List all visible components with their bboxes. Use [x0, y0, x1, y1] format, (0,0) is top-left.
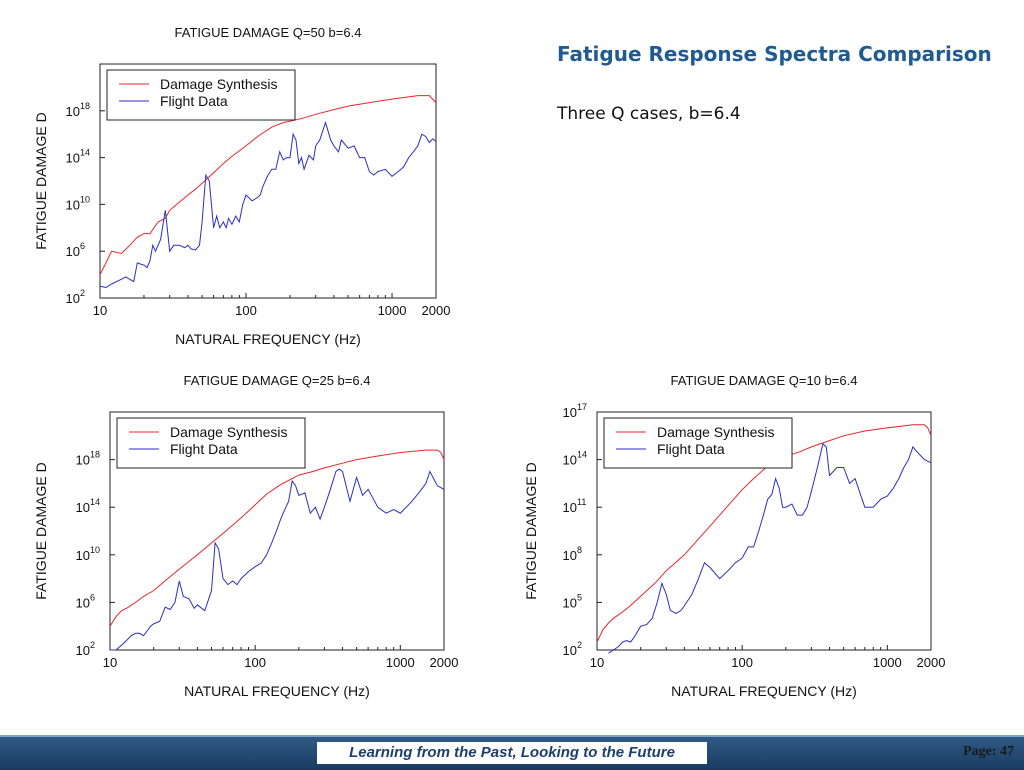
legend-box: [116, 417, 306, 469]
y-tick-exponent: 6: [80, 241, 85, 251]
x-tick-label: 1000: [386, 655, 415, 670]
flight-data-line: [110, 468, 445, 651]
x-tick-label: 2000: [422, 303, 451, 318]
slide-subtitle: Three Q cases, b=6.4: [557, 104, 741, 124]
damage-synthesis-line: [99, 95, 437, 275]
y-tick-label: 10: [563, 595, 577, 610]
footer-tagline: Learning from the Past, Looking to the F…: [317, 742, 707, 764]
legend-label: Flight Data: [160, 93, 228, 109]
x-tick-label: 2000: [917, 655, 946, 670]
y-tick-label: 10: [76, 500, 90, 515]
x-tick-label: 10: [103, 655, 117, 670]
y-tick-label: 10: [76, 643, 90, 658]
chart-title: FATIGUE DAMAGE Q=25 b=6.4: [184, 373, 371, 388]
y-tick-label: 10: [66, 197, 80, 212]
chart-q25: FATIGUE DAMAGE Q=25 b=6.4 10 100 1000 2000 10…: [33, 373, 459, 699]
y-axis-label: FATIGUE DAMAGE D: [523, 462, 539, 599]
plot-frame: [596, 411, 932, 651]
y-tick-label: 10: [563, 453, 577, 468]
legend-label: Damage Synthesis: [657, 424, 775, 440]
chart-q50: FATIGUE DAMAGE Q=50 b=6.4 10 100 1000 2000 10…: [33, 25, 451, 347]
y-tick-exponent: 14: [577, 450, 587, 460]
y-tick-label: 10: [76, 595, 90, 610]
y-axis-label: FATIGUE DAMAGE D: [33, 462, 49, 599]
chart-title: FATIGUE DAMAGE Q=10 b=6.4: [671, 373, 858, 388]
legend-label: Flight Data: [170, 441, 238, 457]
x-tick-label: 10: [590, 655, 604, 670]
chart-q10: FATIGUE DAMAGE Q=10 b=6.4 10 100 1000 2000 10…: [523, 373, 946, 699]
x-tick-label: 10: [93, 303, 107, 318]
y-tick-label: 10: [76, 453, 90, 468]
x-axis-label: NATURAL FREQUENCY (Hz): [671, 683, 857, 699]
chart-title: FATIGUE DAMAGE Q=50 b=6.4: [175, 25, 362, 40]
y-tick-exponent: 17: [577, 402, 587, 412]
y-tick-label: 10: [76, 548, 90, 563]
y-tick-label: 10: [66, 291, 80, 306]
x-axis-label: NATURAL FREQUENCY (Hz): [175, 331, 361, 347]
legend-label: Damage Synthesis: [160, 76, 278, 92]
x-tick-label: 1000: [378, 303, 407, 318]
y-tick-label: 10: [563, 643, 577, 658]
slide-title: Fatigue Response Spectra Comparison: [557, 42, 992, 66]
y-axis-label: FATIGUE DAMAGE D: [33, 112, 49, 249]
y-tick-label: 10: [563, 500, 577, 515]
damage-synthesis-line: [596, 424, 932, 643]
y-tick-exponent: 18: [80, 101, 90, 111]
y-tick-exponent: 14: [90, 497, 100, 507]
plot-frame: [109, 411, 445, 651]
y-tick-exponent: 5: [577, 592, 582, 602]
x-axis-label: NATURAL FREQUENCY (Hz): [184, 683, 370, 699]
y-tick-label: 10: [66, 244, 80, 259]
x-tick-label: 100: [235, 303, 257, 318]
y-tick-exponent: 2: [80, 288, 85, 298]
y-tick-label: 10: [66, 104, 80, 119]
damage-synthesis-line: [109, 449, 445, 627]
y-tick-exponent: 6: [90, 592, 95, 602]
legend-box: [603, 417, 793, 469]
flight-data-line: [99, 120, 437, 289]
footer-band: Learning from the Past, Looking to the F…: [0, 735, 1024, 770]
legend-box: [106, 69, 296, 121]
y-tick-exponent: 10: [90, 545, 100, 555]
y-tick-label: 10: [66, 151, 80, 166]
y-tick-exponent: 2: [577, 640, 582, 650]
y-tick-exponent: 18: [90, 450, 100, 460]
y-tick-exponent: 8: [577, 545, 582, 555]
x-tick-label: 100: [244, 655, 266, 670]
y-tick-exponent: 10: [80, 194, 90, 204]
y-tick-label: 10: [563, 405, 577, 420]
flight-data-line: [608, 442, 932, 654]
y-tick-exponent: 11: [577, 497, 586, 507]
x-tick-label: 2000: [430, 655, 459, 670]
plot-frame: [99, 63, 437, 299]
y-tick-exponent: 14: [80, 148, 90, 158]
y-tick-label: 10: [563, 548, 577, 563]
page-number: Page: 47: [963, 744, 1014, 759]
x-tick-label: 1000: [873, 655, 902, 670]
y-tick-exponent: 2: [90, 640, 95, 650]
legend-label: Flight Data: [657, 441, 725, 457]
legend-label: Damage Synthesis: [170, 424, 288, 440]
x-tick-label: 100: [731, 655, 753, 670]
